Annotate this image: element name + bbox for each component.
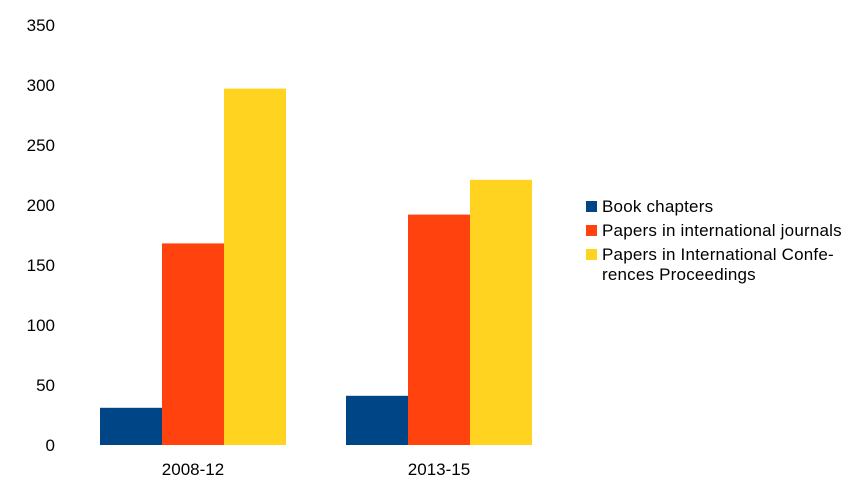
x-axis-labels: 2008-12 2013-15 <box>162 460 470 479</box>
y-tick-label: 150 <box>27 256 55 275</box>
bar <box>470 179 532 446</box>
legend-swatch <box>586 249 597 260</box>
y-tick-label: 250 <box>27 136 55 155</box>
x-tick-label: 2008-12 <box>162 460 224 479</box>
legend-swatch <box>586 225 597 236</box>
legend-swatch <box>586 201 597 212</box>
legend-item-book-chapters: Book chapters <box>586 197 861 217</box>
y-tick-label: 0 <box>46 436 55 455</box>
bar <box>100 407 162 445</box>
legend-label: Papers in international journals <box>602 221 842 240</box>
y-tick-label: 350 <box>27 16 55 35</box>
bar <box>408 214 470 445</box>
x-tick-label: 2013-15 <box>408 460 470 479</box>
y-axis-ticks: 0 50 100 150 200 250 300 350 <box>27 16 55 455</box>
legend-label: Book chapters <box>602 197 714 216</box>
bar <box>162 243 224 445</box>
bar <box>346 395 408 445</box>
bars <box>100 88 532 446</box>
legend-item-conference-proceedings: Papers in International Confe-rences Pro… <box>586 245 861 285</box>
bar <box>224 88 286 445</box>
legend-label: Papers in International Confe-rences Pro… <box>602 245 834 284</box>
legend-item-international-journals: Papers in international journals <box>586 221 861 241</box>
y-tick-label: 100 <box>27 316 55 335</box>
y-tick-label: 50 <box>36 376 55 395</box>
y-tick-label: 300 <box>27 76 55 95</box>
legend: Book chapters Papers in international jo… <box>586 197 861 289</box>
y-tick-label: 200 <box>27 196 55 215</box>
